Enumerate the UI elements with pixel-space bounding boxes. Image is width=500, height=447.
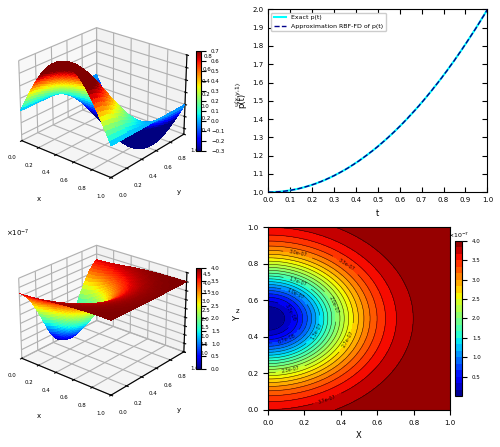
Text: 1.0e-07: 1.0e-07 (286, 287, 304, 301)
Legend: Exact p(t), Approximation RBF-FD of p(t): Exact p(t), Approximation RBF-FD of p(t) (271, 13, 386, 31)
Approximation RBF-FD of p(t) (450, 59, 456, 64)
Y-axis label: p(t): p(t) (238, 93, 246, 108)
Exact p(t) (266, 190, 272, 195)
Y-axis label: y: y (177, 190, 181, 195)
X-axis label: X: X (356, 431, 362, 440)
Y-axis label: y: y (177, 407, 181, 413)
Approximation RBF-FD of p(t) (266, 190, 272, 195)
Approximation RBF-FD of p(t) (484, 7, 490, 12)
Line: Exact p(t): Exact p(t) (268, 9, 488, 192)
Text: 3.3e-07: 3.3e-07 (337, 257, 355, 271)
Approximation RBF-FD of p(t) (396, 124, 402, 129)
Text: 1.7e-07: 1.7e-07 (288, 276, 308, 287)
Text: 2.0e-07: 2.0e-07 (328, 296, 340, 315)
Text: 3.3e-08: 3.3e-08 (284, 303, 297, 322)
Text: 2.7e-07: 2.7e-07 (342, 329, 355, 348)
Approximation RBF-FD of p(t) (400, 120, 406, 126)
Exact p(t) (266, 190, 272, 195)
X-axis label: x: x (37, 413, 41, 419)
Text: 3.7e-07: 3.7e-07 (318, 394, 337, 405)
Approximation RBF-FD of p(t) (396, 125, 402, 130)
Y-axis label: Y: Y (232, 316, 241, 321)
Text: 3.0e-07: 3.0e-07 (288, 249, 308, 258)
Text: 1.3e-07: 1.3e-07 (310, 322, 324, 341)
Exact p(t) (464, 39, 470, 45)
X-axis label: t: t (376, 209, 380, 218)
Approximation RBF-FD of p(t) (464, 38, 470, 43)
Text: 6.7e-08: 6.7e-08 (277, 333, 296, 345)
Exact p(t) (400, 121, 406, 127)
Text: 2.3e-07: 2.3e-07 (280, 366, 300, 375)
Exact p(t) (450, 59, 456, 65)
Text: $\times10^{-7}$: $\times10^{-7}$ (6, 228, 30, 239)
Exact p(t) (396, 125, 402, 130)
X-axis label: x: x (37, 196, 41, 202)
Title: $\times10^{-7}$: $\times10^{-7}$ (448, 231, 469, 240)
Exact p(t) (395, 125, 401, 131)
Approximation RBF-FD of p(t) (266, 190, 272, 195)
Exact p(t) (484, 7, 490, 12)
Approximation RBF-FD of p(t) (268, 190, 274, 195)
Line: Approximation RBF-FD of p(t): Approximation RBF-FD of p(t) (268, 9, 488, 192)
